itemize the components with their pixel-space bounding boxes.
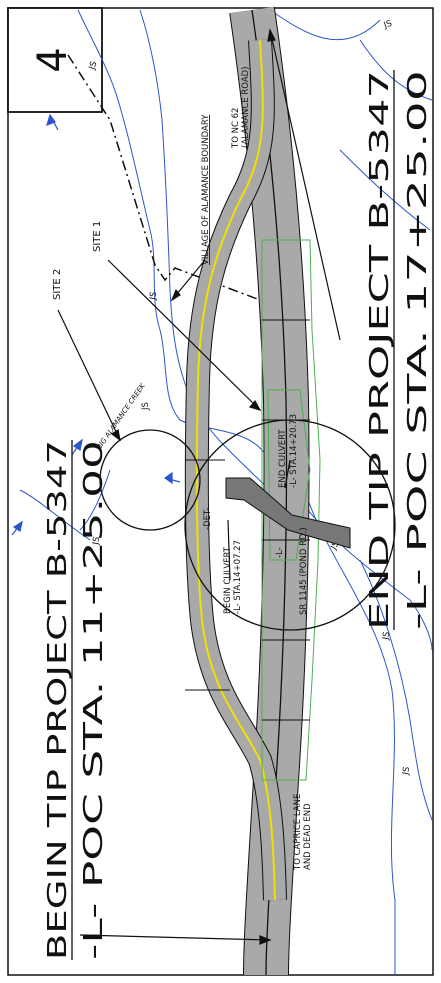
site-1-circle	[184, 419, 396, 631]
svg-text:JS: JS	[87, 60, 99, 72]
begin-culvert-label: BEGIN CULVERT -L- STA.14+07.27	[223, 540, 243, 614]
centerline-label: -L-	[275, 547, 285, 558]
leader-lines	[57, 28, 341, 945]
end-culvert-label: END CULVERT -L- STA.14+20.73	[278, 414, 299, 488]
begin-project-title: BEGIN TIP PROJECT B-5347 -L- POC STA. 11…	[43, 440, 109, 960]
end-station-text: -L- POC STA. 17+25.00	[403, 70, 433, 630]
site-1-label: SITE 1	[92, 221, 103, 252]
sheet-border	[7, 7, 434, 976]
begin-title-text: BEGIN TIP PROJECT B-5347	[43, 440, 73, 960]
svg-text:JS: JS	[401, 766, 412, 777]
village-boundary-label: VILLAGE OF ALAMANCE BOUNDARY	[201, 114, 211, 265]
end-project-title: END TIP PROJECT B-5347 -L- POC STA. 17+2…	[365, 70, 433, 630]
begin-station-text: -L- POC STA. 11+25.00	[79, 440, 109, 960]
svg-text:JS: JS	[148, 291, 159, 302]
svg-text:AND DEAD END: AND DEAD END	[303, 803, 313, 870]
end-title-text: END TIP PROJECT B-5347	[365, 70, 395, 630]
culvert	[225, 477, 351, 549]
svg-text:-L- STA.14+20.73: -L- STA.14+20.73	[289, 414, 299, 488]
svg-text:JS: JS	[91, 536, 102, 547]
sheet-number-box: 4	[7, 7, 103, 113]
detour-road	[184, 39, 287, 901]
svg-text:TO NC 62: TO NC 62	[231, 108, 241, 149]
sheet-number: 4	[30, 47, 76, 72]
svg-text:JS: JS	[141, 402, 151, 411]
svg-text:TO CAPRICE LANE: TO CAPRICE LANE	[293, 794, 303, 871]
station-ticks	[185, 319, 310, 721]
svg-text:JS: JS	[381, 631, 392, 642]
detour-label: -DET-	[203, 508, 213, 530]
svg-text:END CULVERT: END CULVERT	[278, 429, 288, 488]
svg-text:JS: JS	[382, 19, 394, 31]
to-nc62-label: TO NC 62 (ALAMANCE ROAD)	[231, 66, 251, 149]
village-boundary-line	[67, 54, 301, 306]
creek-label: BIG ALAMANCE CREEK	[95, 381, 148, 451]
to-caprice-label: TO CAPRICE LANE AND DEAD END	[293, 794, 313, 871]
svg-text:-L- STA.14+07.27: -L- STA.14+07.27	[233, 540, 243, 614]
site-2-label: SITE 2	[52, 269, 63, 300]
road-label: SR 1145 (POND RD.)	[299, 527, 309, 615]
site-2-circle	[99, 429, 201, 531]
svg-text:BEGIN CULVERT: BEGIN CULVERT	[223, 546, 233, 614]
flow-arrows	[11, 113, 181, 536]
svg-text:(ALAMANCE ROAD): (ALAMANCE ROAD)	[241, 66, 251, 148]
